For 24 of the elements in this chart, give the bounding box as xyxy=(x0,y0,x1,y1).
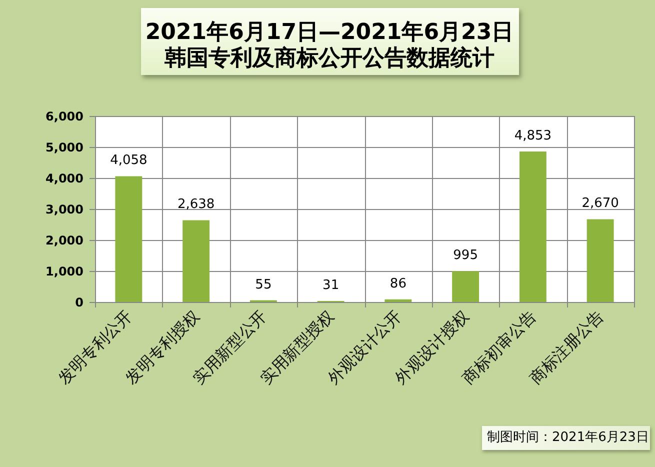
data-label: 995 xyxy=(453,248,478,264)
bar xyxy=(182,220,210,302)
y-tick-label: 2,000 xyxy=(46,234,84,248)
y-tick-label: 3,000 xyxy=(46,202,84,216)
data-label: 55 xyxy=(255,277,272,292)
bar xyxy=(452,271,480,302)
data-label: 4,853 xyxy=(514,128,552,144)
data-label: 2,670 xyxy=(582,196,619,212)
bar xyxy=(519,152,546,302)
bar xyxy=(115,176,142,302)
y-tick-label: 6,000 xyxy=(46,110,84,124)
data-label: 31 xyxy=(322,278,340,294)
bar xyxy=(586,219,614,302)
data-label: 86 xyxy=(390,276,406,292)
data-label: 2,638 xyxy=(177,197,215,212)
y-tick-label: 4,000 xyxy=(46,172,84,186)
data-label: 4,058 xyxy=(110,153,148,168)
y-tick-label: 0 xyxy=(75,296,84,310)
chart-title: 2021年6月17日—2021年6月23日 xyxy=(145,20,514,45)
bar xyxy=(384,299,412,302)
chart-subtitle: 韩国专利及商标公开公告数据统计 xyxy=(164,45,494,71)
text: 制图时间：2021年6月23日 xyxy=(487,430,649,446)
y-tick-label: 5,000 xyxy=(46,140,84,154)
y-tick-label: 1,000 xyxy=(46,264,84,278)
